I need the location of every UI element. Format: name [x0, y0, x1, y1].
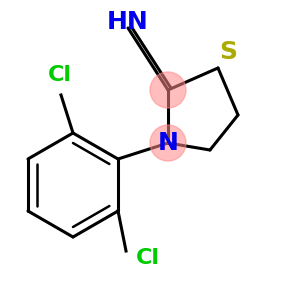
- Text: Cl: Cl: [48, 65, 72, 85]
- Circle shape: [150, 72, 186, 108]
- Circle shape: [150, 125, 186, 161]
- Text: N: N: [158, 131, 178, 155]
- Text: HN: HN: [107, 10, 149, 34]
- Text: S: S: [219, 40, 237, 64]
- Text: Cl: Cl: [136, 248, 160, 268]
